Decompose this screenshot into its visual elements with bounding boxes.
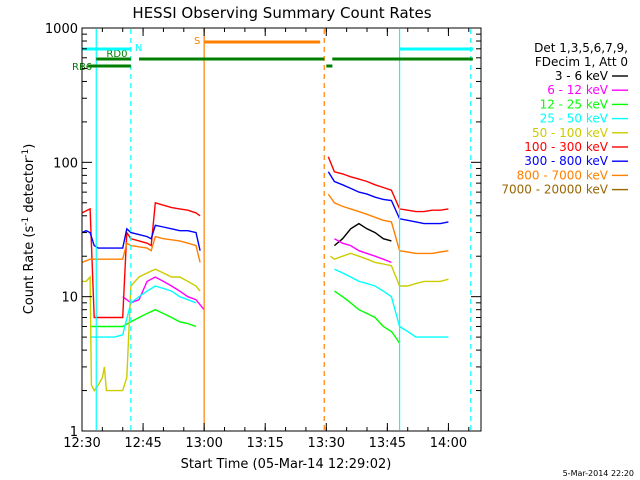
legend-label-25-50-kev: 25 - 50 keV <box>540 112 609 126</box>
status-bar-label-rd0: RD0 <box>106 49 127 60</box>
series-line-800-7000-kev-0 <box>81 235 201 264</box>
y-axis-ticks: 1000 100 10 1 <box>45 22 481 440</box>
series-line-50-100-kev-1 <box>329 252 449 287</box>
y-axis-label-sup1: -1 <box>21 217 31 226</box>
status-bar-label-s: S <box>194 36 200 47</box>
series-line-6-12-kev-0 <box>122 276 205 311</box>
y-axis-label-main: Count Rate (s <box>22 226 37 315</box>
series-line-100-300-kev-1 <box>327 156 449 213</box>
legend-label-100-300-kev: 100 - 300 keV <box>524 140 608 154</box>
series-line-25-50-kev-1 <box>334 268 449 338</box>
y-axis-label-end: ) <box>22 144 37 149</box>
y-axis-label-mid: detector <box>22 157 37 217</box>
x-tick-label-13-30: 13:30 <box>308 436 345 451</box>
series-line-100-300-kev-0 <box>81 201 201 319</box>
footer-timestamp: 5-Mar-2014 22:20 <box>563 469 634 478</box>
y-tick-label-1: 1 <box>70 425 78 440</box>
x-tick-label-14-00: 14:00 <box>430 436 467 451</box>
legend-label-3-6-kev: 3 - 6 keV <box>555 69 609 83</box>
legend: Det 1,3,5,6,7,9, FDecim 1, Att 0 3 - 6 k… <box>501 41 628 197</box>
series-line-12-25-kev-0 <box>90 308 197 328</box>
series-line-300-800-kev-1 <box>327 171 449 225</box>
series-line-6-12-kev-1 <box>334 238 392 264</box>
legend-label-12-25-kev: 12 - 25 keV <box>540 97 609 111</box>
x-tick-label-13-15: 13:15 <box>246 436 283 451</box>
series-lines <box>81 156 449 392</box>
x-tick-label-13-00: 13:00 <box>185 436 222 451</box>
series-line-25-50-kev-0 <box>90 285 197 338</box>
event-markers <box>95 29 472 430</box>
plot-frame <box>81 27 482 432</box>
series-line-50-100-kev-0 <box>82 268 201 392</box>
x-axis-ticks: 12:30 12:45 13:00 13:15 13:30 13:45 14:00 <box>63 28 470 451</box>
x-axis-label: Start Time (05-Mar-14 12:29:02) <box>181 457 392 472</box>
y-tick-label-100: 100 <box>53 156 78 171</box>
series-line-800-7000-kev-1 <box>327 193 449 255</box>
chart-title: HESSI Observing Summary Count Rates <box>132 4 431 22</box>
legend-header-line-2: FDecim 1, Att 0 <box>535 55 628 69</box>
legend-header-line-1: Det 1,3,5,6,7,9, <box>534 41 628 55</box>
status-bar-label-n: N <box>135 43 142 54</box>
y-axis-label-sup2: -1 <box>21 149 31 158</box>
legend-label-50-100-kev: 50 - 100 keV <box>532 126 609 140</box>
legend-label-800-7000-kev: 800 - 7000 keV <box>517 168 609 182</box>
y-axis-label: Count Rate (s-1 detector-1) <box>21 144 37 315</box>
y-tick-label-10: 10 <box>61 291 78 306</box>
y-tick-label-1000: 1000 <box>45 22 78 37</box>
x-tick-label-12-30: 12:30 <box>63 436 100 451</box>
x-tick-label-12-45: 12:45 <box>124 436 161 451</box>
series-line-12-25-kev-1 <box>334 290 401 344</box>
legend-label-7000-20000-kev: 7000 - 20000 keV <box>501 183 608 197</box>
series-line-3-6-kev-0 <box>333 222 392 247</box>
x-tick-label-13-45: 13:45 <box>369 436 406 451</box>
legend-label-6-12-kev: 6 - 12 keV <box>547 83 609 97</box>
series-line-300-800-kev-0 <box>81 224 201 251</box>
legend-label-300-800-kev: 300 - 800 keV <box>524 154 608 168</box>
